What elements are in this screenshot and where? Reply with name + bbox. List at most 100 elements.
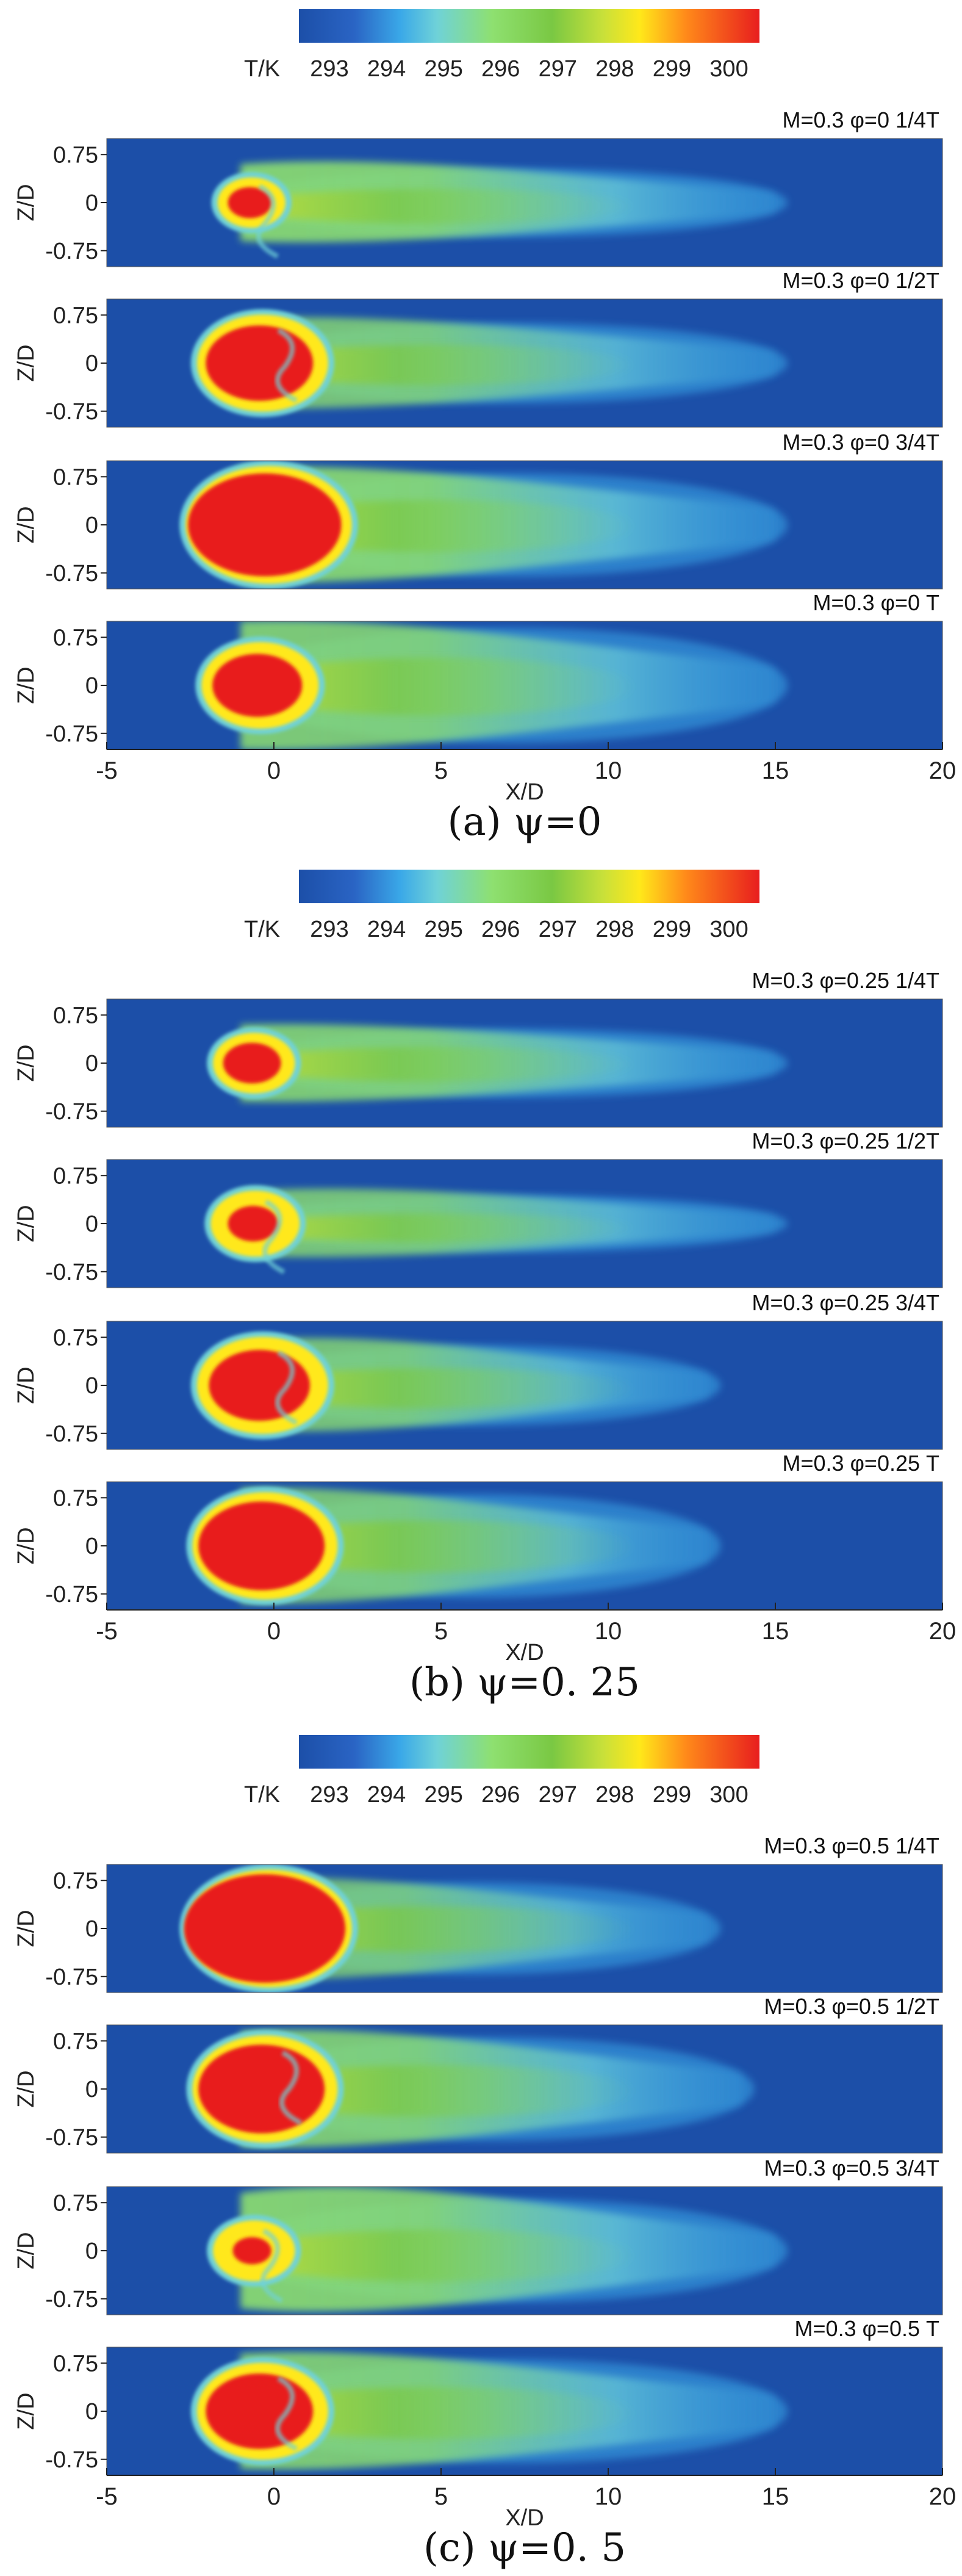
x-tick-label: 15 (762, 757, 789, 784)
panel-label: M=0.3 φ=0.25 3/4T (752, 1290, 939, 1315)
y-tick-label: -0.75 (45, 399, 98, 425)
y-tick-label: 0.75 (53, 1868, 98, 1894)
colorbar-tick-label: 294 (367, 917, 406, 942)
y-tick-label: -0.75 (45, 561, 98, 586)
panel-label: M=0.3 φ=0.25 1/4T (752, 968, 939, 993)
y-axis-label: Z/D (13, 184, 39, 221)
jet-head-core (198, 2044, 325, 2134)
x-tick-label: 5 (434, 1618, 448, 1645)
x-tick-label: 0 (267, 757, 281, 784)
x-axis-label: X/D (505, 1640, 544, 1665)
jet-head-core (198, 1501, 325, 1590)
y-tick-label: -0.75 (45, 2125, 98, 2151)
y-axis-label: Z/D (13, 1044, 39, 1081)
panel-label: M=0.3 φ=0.5 1/4T (764, 1833, 939, 1858)
y-tick-label: -0.75 (45, 2287, 98, 2312)
y-tick-label: 0 (85, 190, 98, 216)
y-axis-label: Z/D (13, 1527, 39, 1564)
temperature-field (186, 2030, 755, 2148)
plume-core (234, 1368, 637, 1409)
jet-head-core (232, 2237, 271, 2265)
colorbar-tick-label: 293 (310, 917, 348, 942)
vortex-streak (256, 184, 279, 259)
x-tick-label: -5 (96, 2483, 118, 2510)
temperature-field (207, 2187, 788, 2312)
y-tick-label: -0.75 (45, 1964, 98, 1990)
contour-panel: 0.75 0 -0.75Z/D M=0.3 φ=0.5 1/4T (13, 1833, 943, 1993)
plume-core (234, 2229, 637, 2282)
subfigure-caption: (c) ψ=0. 5 (423, 2525, 626, 2571)
panel-label: M=0.3 φ=0.5 T (795, 2316, 939, 2341)
jet-head-core (212, 654, 303, 717)
contour-panel: 0.75 0 -0.75Z/D M=0.3 φ=0 3/4T (13, 430, 943, 590)
temperature-field (195, 621, 788, 749)
plume-core (234, 657, 637, 716)
contour-panel: 0.75 0 -0.75Z/D M=0.3 φ=0.25 1/2T (13, 1128, 943, 1288)
temperature-field (190, 2352, 788, 2470)
jet-head-core (223, 1042, 281, 1084)
y-axis-label: Z/D (13, 2070, 39, 2107)
panel-label: M=0.3 φ=0 1/2T (783, 268, 939, 293)
y-tick-label: 0.75 (53, 1163, 98, 1189)
vortex-streak (260, 2228, 283, 2303)
y-tick-label: 0.75 (53, 1325, 98, 1351)
figure-group-c: T/K 293 294 295 296 297 298 299 3000.750-0.75Z/D… (13, 1735, 956, 2571)
y-tick-label: 0 (85, 513, 98, 538)
colorbar-tick-label: 297 (539, 917, 577, 942)
x-tick-label: 10 (595, 2483, 622, 2510)
y-axis-label: Z/D (13, 1205, 39, 1242)
y-tick-label: -0.75 (45, 721, 98, 747)
colorbar-tick-label: 294 (367, 1782, 406, 1808)
jet-head-core (184, 1874, 346, 1983)
y-tick-label: -0.75 (45, 1099, 98, 1125)
x-tick-label: 20 (929, 757, 957, 784)
temperature-field (211, 161, 788, 259)
panel-label: M=0.3 φ=0.5 1/2T (764, 1994, 939, 2019)
colorbar-tick-label: 298 (595, 917, 634, 942)
y-tick-label: -0.75 (45, 1421, 98, 1447)
x-tick-label: 5 (434, 2483, 448, 2510)
y-tick-label: 0 (85, 1373, 98, 1399)
jet-head-core (228, 187, 272, 218)
y-tick-label: 0.75 (53, 2351, 98, 2376)
x-tick-label: -5 (96, 757, 118, 784)
colorbar (299, 1735, 759, 1769)
panel-label: M=0.3 φ=0.25 1/2T (752, 1128, 939, 1153)
colorbar-tick-label: 296 (481, 56, 520, 82)
panel-label: M=0.3 φ=0.5 3/4T (764, 2156, 939, 2181)
x-tick-label: 15 (762, 2483, 789, 2510)
y-tick-label: 0.75 (53, 303, 98, 328)
plume-core (234, 2387, 637, 2439)
jet-head-core (228, 1205, 279, 1242)
y-tick-label: 0.75 (53, 464, 98, 490)
vortex-streak (279, 2050, 303, 2126)
y-tick-label: 0.75 (53, 2029, 98, 2054)
colorbar-tick-label: 300 (709, 1782, 748, 1808)
x-tick-label: -5 (96, 1618, 118, 1645)
panel-label: M=0.3 φ=0 T (813, 590, 939, 615)
x-tick-label: 20 (929, 1618, 957, 1645)
vortex-streak (262, 1199, 285, 1274)
colorbar-tick-label: 298 (595, 1782, 634, 1808)
y-tick-label: 0 (85, 1051, 98, 1077)
temperature-field (204, 1185, 788, 1274)
y-axis-label: Z/D (13, 344, 39, 381)
colorbar-tick-label: 299 (653, 917, 691, 942)
y-tick-label: -0.75 (45, 1260, 98, 1285)
panel-label: M=0.3 φ=0.25 T (783, 1451, 939, 1476)
y-axis-label: Z/D (13, 2232, 39, 2269)
jet-head-core (209, 1349, 310, 1421)
contour-panel: 0.75 0 -0.75Z/D M=0.3 φ=0.25 1/4T (13, 968, 943, 1128)
y-tick-label: 0 (85, 351, 98, 377)
colorbar-tick-label: 297 (539, 56, 577, 82)
temperature-field (179, 461, 788, 589)
contour-panel: 0.75 0 -0.75Z/D M=0.3 φ=0.25 3/4T (13, 1290, 943, 1450)
x-tick-label: 0 (267, 2483, 281, 2510)
temperature-field (179, 1864, 721, 1993)
y-axis-label: Z/D (13, 506, 39, 543)
y-axis-label: Z/D (13, 666, 39, 704)
contour-panel: 0.75 0 -0.75Z/D M=0.3 φ=0.5 3/4T (13, 2156, 943, 2315)
jet-head-core (188, 473, 342, 577)
colorbar-tick-label: 300 (709, 56, 748, 82)
figure-group-a: T/K 293 294 295 296 297 298 299 3000.750-0.75Z/D… (13, 9, 956, 845)
